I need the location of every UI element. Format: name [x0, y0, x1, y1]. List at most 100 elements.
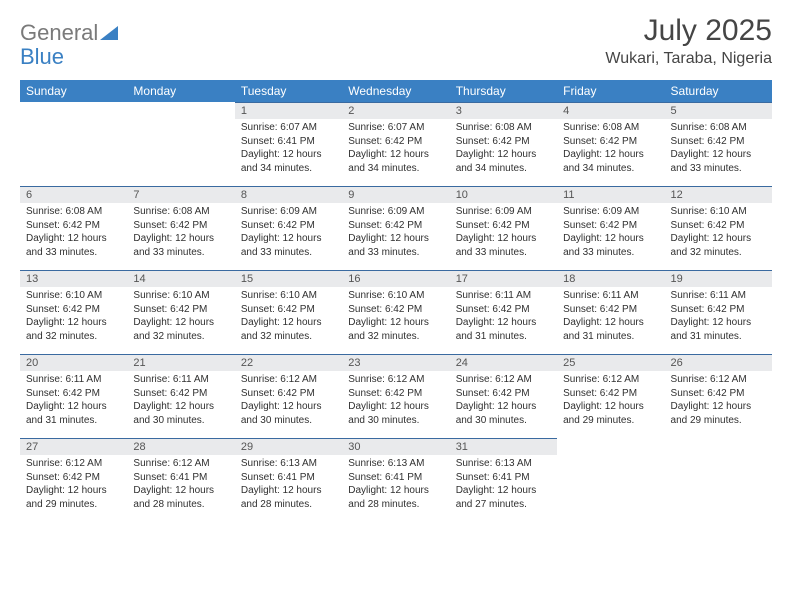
day-info: Sunrise: 6:13 AMSunset: 6:41 PMDaylight:… — [450, 455, 557, 515]
calendar-cell: 7Sunrise: 6:08 AMSunset: 6:42 PMDaylight… — [127, 186, 234, 270]
day-number: 18 — [557, 270, 664, 287]
calendar-cell: 1Sunrise: 6:07 AMSunset: 6:41 PMDaylight… — [235, 102, 342, 186]
day-info: Sunrise: 6:12 AMSunset: 6:41 PMDaylight:… — [127, 455, 234, 515]
weekday-header: Sunday — [20, 80, 127, 102]
calendar-header-row: SundayMondayTuesdayWednesdayThursdayFrid… — [20, 80, 772, 102]
day-number: 31 — [450, 438, 557, 455]
day-number: 17 — [450, 270, 557, 287]
day-info: Sunrise: 6:11 AMSunset: 6:42 PMDaylight:… — [127, 371, 234, 431]
day-number: 7 — [127, 186, 234, 203]
day-number: 30 — [342, 438, 449, 455]
calendar-cell: 8Sunrise: 6:09 AMSunset: 6:42 PMDaylight… — [235, 186, 342, 270]
calendar-cell: 19Sunrise: 6:11 AMSunset: 6:42 PMDayligh… — [665, 270, 772, 354]
day-info: Sunrise: 6:12 AMSunset: 6:42 PMDaylight:… — [450, 371, 557, 431]
calendar-cell: 30Sunrise: 6:13 AMSunset: 6:41 PMDayligh… — [342, 438, 449, 522]
day-number: 11 — [557, 186, 664, 203]
calendar-cell: 23Sunrise: 6:12 AMSunset: 6:42 PMDayligh… — [342, 354, 449, 438]
day-number: 14 — [127, 270, 234, 287]
day-info: Sunrise: 6:10 AMSunset: 6:42 PMDaylight:… — [342, 287, 449, 347]
calendar-cell: 24Sunrise: 6:12 AMSunset: 6:42 PMDayligh… — [450, 354, 557, 438]
calendar-cell: 17Sunrise: 6:11 AMSunset: 6:42 PMDayligh… — [450, 270, 557, 354]
calendar-cell: 18Sunrise: 6:11 AMSunset: 6:42 PMDayligh… — [557, 270, 664, 354]
day-info: Sunrise: 6:11 AMSunset: 6:42 PMDaylight:… — [450, 287, 557, 347]
day-info: Sunrise: 6:09 AMSunset: 6:42 PMDaylight:… — [235, 203, 342, 263]
calendar-cell: 20Sunrise: 6:11 AMSunset: 6:42 PMDayligh… — [20, 354, 127, 438]
day-info: Sunrise: 6:11 AMSunset: 6:42 PMDaylight:… — [557, 287, 664, 347]
day-number: 23 — [342, 354, 449, 371]
day-info: Sunrise: 6:10 AMSunset: 6:42 PMDaylight:… — [665, 203, 772, 263]
day-number: 8 — [235, 186, 342, 203]
weekday-header: Friday — [557, 80, 664, 102]
header: General July 2025 Wukari, Taraba, Nigeri… — [20, 14, 772, 68]
day-info: Sunrise: 6:07 AMSunset: 6:42 PMDaylight:… — [342, 119, 449, 179]
day-info: Sunrise: 6:11 AMSunset: 6:42 PMDaylight:… — [665, 287, 772, 347]
day-info: Sunrise: 6:12 AMSunset: 6:42 PMDaylight:… — [20, 455, 127, 515]
day-info: Sunrise: 6:09 AMSunset: 6:42 PMDaylight:… — [450, 203, 557, 263]
day-info: Sunrise: 6:12 AMSunset: 6:42 PMDaylight:… — [235, 371, 342, 431]
day-number: 25 — [557, 354, 664, 371]
day-number: 5 — [665, 102, 772, 119]
calendar-cell: 15Sunrise: 6:10 AMSunset: 6:42 PMDayligh… — [235, 270, 342, 354]
day-number: 19 — [665, 270, 772, 287]
day-number: 26 — [665, 354, 772, 371]
day-number: 28 — [127, 438, 234, 455]
day-info: Sunrise: 6:07 AMSunset: 6:41 PMDaylight:… — [235, 119, 342, 179]
calendar-cell: 13Sunrise: 6:10 AMSunset: 6:42 PMDayligh… — [20, 270, 127, 354]
calendar-cell — [665, 438, 772, 522]
day-info: Sunrise: 6:08 AMSunset: 6:42 PMDaylight:… — [127, 203, 234, 263]
day-info: Sunrise: 6:13 AMSunset: 6:41 PMDaylight:… — [342, 455, 449, 515]
day-number: 24 — [450, 354, 557, 371]
calendar-cell: 16Sunrise: 6:10 AMSunset: 6:42 PMDayligh… — [342, 270, 449, 354]
day-info: Sunrise: 6:10 AMSunset: 6:42 PMDaylight:… — [20, 287, 127, 347]
day-number: 2 — [342, 102, 449, 119]
day-number: 16 — [342, 270, 449, 287]
calendar-cell: 26Sunrise: 6:12 AMSunset: 6:42 PMDayligh… — [665, 354, 772, 438]
logo-triangle-icon — [100, 26, 118, 40]
calendar-cell: 11Sunrise: 6:09 AMSunset: 6:42 PMDayligh… — [557, 186, 664, 270]
day-info: Sunrise: 6:12 AMSunset: 6:42 PMDaylight:… — [342, 371, 449, 431]
day-number: 4 — [557, 102, 664, 119]
calendar-cell — [20, 102, 127, 186]
calendar-cell: 5Sunrise: 6:08 AMSunset: 6:42 PMDaylight… — [665, 102, 772, 186]
calendar-cell — [127, 102, 234, 186]
day-number: 21 — [127, 354, 234, 371]
day-number: 20 — [20, 354, 127, 371]
weekday-header: Saturday — [665, 80, 772, 102]
day-number: 10 — [450, 186, 557, 203]
calendar-cell: 28Sunrise: 6:12 AMSunset: 6:41 PMDayligh… — [127, 438, 234, 522]
day-info: Sunrise: 6:09 AMSunset: 6:42 PMDaylight:… — [557, 203, 664, 263]
calendar-cell: 2Sunrise: 6:07 AMSunset: 6:42 PMDaylight… — [342, 102, 449, 186]
day-info: Sunrise: 6:08 AMSunset: 6:42 PMDaylight:… — [20, 203, 127, 263]
day-number: 3 — [450, 102, 557, 119]
day-info: Sunrise: 6:13 AMSunset: 6:41 PMDaylight:… — [235, 455, 342, 515]
day-number: 6 — [20, 186, 127, 203]
title-block: July 2025 Wukari, Taraba, Nigeria — [605, 14, 772, 68]
day-number: 15 — [235, 270, 342, 287]
calendar-cell: 31Sunrise: 6:13 AMSunset: 6:41 PMDayligh… — [450, 438, 557, 522]
calendar-body: 1Sunrise: 6:07 AMSunset: 6:41 PMDaylight… — [20, 102, 772, 522]
calendar-cell: 29Sunrise: 6:13 AMSunset: 6:41 PMDayligh… — [235, 438, 342, 522]
day-number: 1 — [235, 102, 342, 119]
day-info: Sunrise: 6:10 AMSunset: 6:42 PMDaylight:… — [127, 287, 234, 347]
day-info: Sunrise: 6:11 AMSunset: 6:42 PMDaylight:… — [20, 371, 127, 431]
logo-text-blue: Blue — [20, 44, 64, 70]
calendar-cell — [557, 438, 664, 522]
weekday-header: Wednesday — [342, 80, 449, 102]
day-info: Sunrise: 6:10 AMSunset: 6:42 PMDaylight:… — [235, 287, 342, 347]
calendar-cell: 25Sunrise: 6:12 AMSunset: 6:42 PMDayligh… — [557, 354, 664, 438]
calendar-cell: 10Sunrise: 6:09 AMSunset: 6:42 PMDayligh… — [450, 186, 557, 270]
page-title: July 2025 — [605, 14, 772, 48]
weekday-header: Thursday — [450, 80, 557, 102]
calendar-cell: 12Sunrise: 6:10 AMSunset: 6:42 PMDayligh… — [665, 186, 772, 270]
weekday-header: Tuesday — [235, 80, 342, 102]
day-info: Sunrise: 6:08 AMSunset: 6:42 PMDaylight:… — [557, 119, 664, 179]
calendar-cell: 9Sunrise: 6:09 AMSunset: 6:42 PMDaylight… — [342, 186, 449, 270]
day-info: Sunrise: 6:12 AMSunset: 6:42 PMDaylight:… — [557, 371, 664, 431]
day-number: 29 — [235, 438, 342, 455]
day-info: Sunrise: 6:12 AMSunset: 6:42 PMDaylight:… — [665, 371, 772, 431]
calendar-cell: 6Sunrise: 6:08 AMSunset: 6:42 PMDaylight… — [20, 186, 127, 270]
calendar-cell: 22Sunrise: 6:12 AMSunset: 6:42 PMDayligh… — [235, 354, 342, 438]
location-subtitle: Wukari, Taraba, Nigeria — [605, 50, 772, 68]
logo-line2: Blue — [20, 38, 64, 70]
calendar-cell: 21Sunrise: 6:11 AMSunset: 6:42 PMDayligh… — [127, 354, 234, 438]
